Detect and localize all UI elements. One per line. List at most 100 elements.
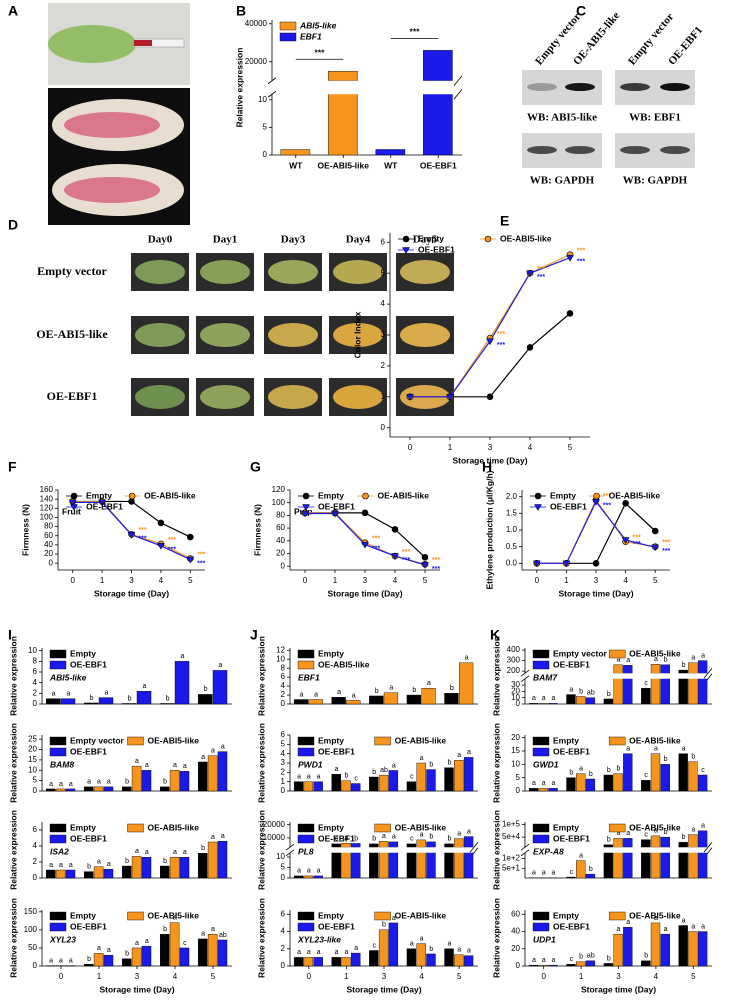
legend-label: OE-ABI5-like [395,822,447,832]
y-tick-label: 60 [44,531,53,540]
gene-label: EBF1 [298,672,320,682]
legend-swatch [49,747,67,757]
legend-label: OE-ABI5-like [629,648,681,658]
panel-letter: C [576,3,586,19]
legend-swatch [297,736,315,746]
bar [141,945,152,967]
significance: *** [168,537,176,544]
bar [688,662,698,674]
significance-letter: a [173,914,177,921]
x-tick-label: 1 [579,972,584,981]
y-tick-label: 2 [381,361,386,370]
legend-marker [484,235,492,243]
axis-break [520,849,530,857]
photo-fruit-stain [64,177,160,203]
significance-letter: b [589,771,593,778]
y-tick-label: 30 [511,680,520,689]
bar [426,769,436,792]
significance: *** [402,549,410,556]
bar [463,836,474,848]
bar [121,786,132,792]
significance-letter: b [163,858,167,865]
bar [623,927,633,967]
significance-letter: a [180,653,184,660]
y-tick-label: 40 [276,536,285,545]
significance-letter: a [626,657,630,664]
row-label: OE-ABI5-like [36,327,108,341]
bar [174,661,190,705]
x-axis-title: Storage time (Day) [346,984,421,994]
significance-letter: b [579,954,583,961]
x-tick-label: 1 [564,576,569,585]
y-tick-label: 20 [511,733,520,742]
significance-letter: b [90,695,94,702]
point [301,510,309,518]
day-label: Day3 [281,234,306,246]
bar [207,755,218,792]
significance-letter: b [163,926,167,933]
bar [406,948,417,967]
significance-letter: b [412,687,416,694]
significance: *** [537,274,545,281]
blot-band [565,146,595,154]
significance: *** [410,27,421,37]
significance-letter: a [354,945,358,952]
legend-swatch [297,747,315,757]
legend-label: ABI5-like [299,20,337,30]
significance-letter: a [221,743,225,750]
significance-letter: c [354,775,358,782]
y-tick-label: 0 [281,786,286,795]
point [622,500,629,507]
bar [623,665,633,674]
bar [179,947,190,967]
legend-label: OE-ABI5-like [378,490,430,500]
y-tick-label: 5 [281,863,286,872]
x-tick-label: 3 [616,972,621,981]
significance-letter: b [617,766,621,773]
y-tick-label: 10 [276,654,285,663]
photo-fruit-stain [64,112,160,138]
bar [416,762,426,792]
bar [378,841,389,848]
bar [585,873,596,878]
y-axis-title: Relative expression [491,810,501,890]
bar [426,841,436,848]
significance-letter: c [644,831,648,838]
photo-banana [200,323,250,347]
significance-letter: a [59,957,63,964]
y-tick-label: 2 [281,944,286,953]
significance-letter: a [626,919,630,926]
significance-letter: a [532,957,536,964]
significance-letter: a [69,862,73,869]
y-tick-label: 6 [281,909,286,918]
bar [697,830,708,848]
y-tick-label: 5e+1 [502,863,521,872]
legend-label: Empty [318,735,344,745]
significance: *** [372,545,380,552]
legend-label: Empty [553,822,579,832]
y-tick-label: 1.5 [506,508,518,517]
bar [65,788,76,792]
significance-letter: b [125,779,129,786]
significance-letter: a [49,862,53,869]
significance-letter: a [626,746,630,753]
bar [603,698,614,704]
significance-letter: a [467,749,471,756]
significance-letter: a [427,680,431,687]
x-tick-label: 4 [419,972,424,981]
legend-label: OE-ABI5-like [148,735,200,745]
point [186,556,195,564]
bar [159,865,170,879]
bar [697,852,708,878]
significance-letter: b [204,686,208,693]
bar [603,963,614,967]
significance-letter: c [410,836,414,843]
significance: *** [372,536,380,543]
bar [548,788,558,792]
blot-band [527,83,557,91]
significance: *** [497,331,505,338]
bar [331,843,341,848]
legend-swatch [297,649,315,659]
point [486,338,494,346]
significance-letter: a [701,923,705,930]
